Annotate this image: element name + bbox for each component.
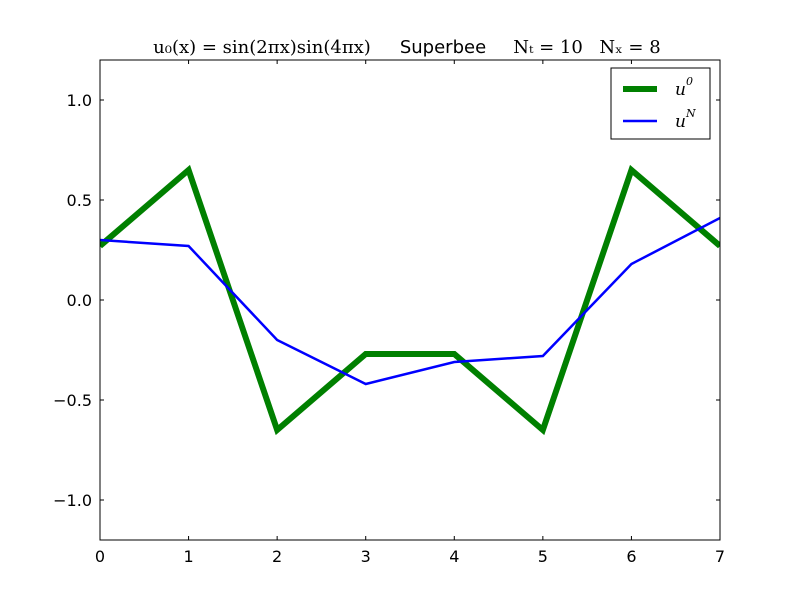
plot-area: [100, 60, 720, 540]
legend-box: [610, 67, 711, 140]
series-u0-line: [100, 164, 720, 436]
chart-title: u₀(x) = sin(2πx)sin(4πx) Superbee Nₜ = 1…: [153, 37, 661, 58]
legend-label-u0-base: u: [675, 80, 686, 100]
x-tick-label: 4: [449, 547, 459, 566]
x-tick-label: 6: [626, 547, 636, 566]
x-tick-label: 0: [95, 547, 105, 566]
y-tick-label: 0.0: [67, 291, 92, 310]
series-layer: [100, 164, 720, 436]
legend: u0 uN: [610, 67, 711, 140]
title-formula: u₀(x) = sin(2πx)sin(4πx): [153, 37, 371, 58]
legend-label-u0-sup: 0: [686, 75, 693, 88]
y-tick-label: −1.0: [53, 491, 92, 510]
legend-label-uN: uN: [675, 107, 696, 132]
legend-label-u0: u0: [675, 75, 693, 100]
legend-label-uN-base: u: [675, 112, 686, 132]
title-nx: Nₓ = 8: [599, 37, 660, 58]
y-tick-label: 0.5: [67, 191, 92, 210]
y-tick-label: −0.5: [53, 391, 92, 410]
legend-label-uN-sup: N: [685, 107, 696, 120]
x-tick-label: 2: [272, 547, 282, 566]
y-tick-label: 1.0: [67, 91, 92, 110]
title-nt: Nₜ = 10: [513, 37, 583, 58]
title-method: Superbee: [400, 37, 486, 58]
x-tick-label: 7: [715, 547, 725, 566]
ticks-layer: [99, 60, 721, 540]
x-tick-label: 5: [538, 547, 548, 566]
series-uN-line: [100, 216, 720, 386]
tick-labels-layer: 0 1 2 3 4 5 6 7 −1.0 −0.5 0.0 0.5 1.0: [53, 91, 725, 566]
x-tick-label: 3: [361, 547, 371, 566]
x-tick-label: 1: [183, 547, 193, 566]
